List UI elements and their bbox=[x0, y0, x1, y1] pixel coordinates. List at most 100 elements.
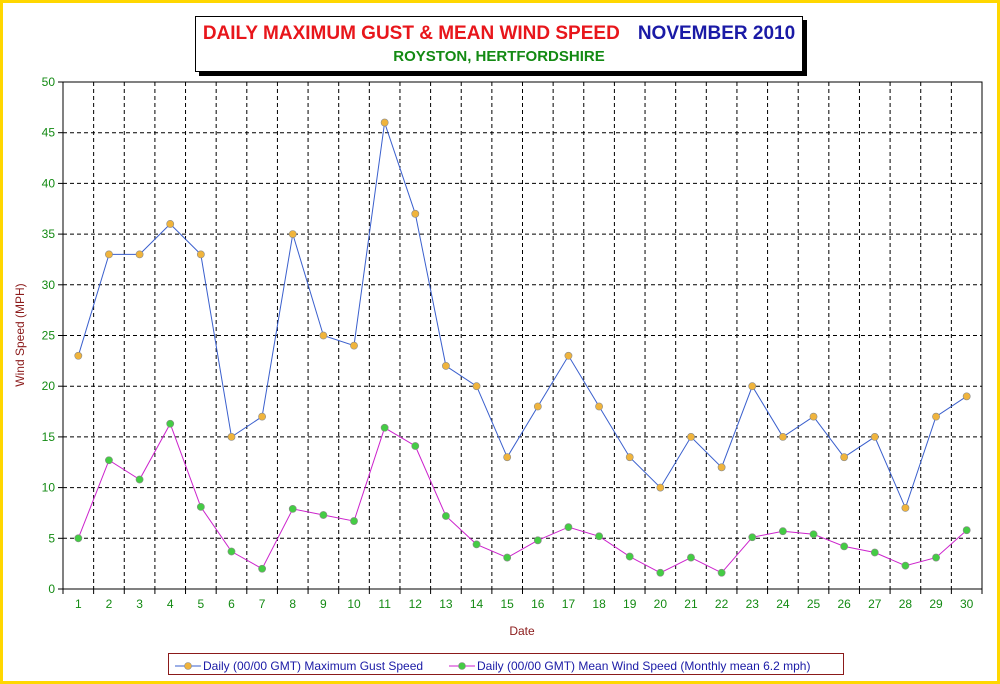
x-tick-label: 28 bbox=[899, 597, 913, 611]
data-point-1 bbox=[962, 526, 971, 535]
data-point-1 bbox=[196, 502, 205, 511]
data-point-0 bbox=[105, 250, 113, 259]
chart-subtitle: ROYSTON, HERTFORDSHIRE bbox=[393, 48, 605, 65]
x-tick-label: 9 bbox=[320, 597, 327, 611]
data-point-0 bbox=[840, 453, 849, 462]
chart-title: DAILY MAXIMUM GUST & MEAN WIND SPEED bbox=[202, 23, 620, 44]
x-tick-label: 3 bbox=[136, 597, 143, 611]
chart-title-month: NOVEMBER 2010 bbox=[637, 23, 796, 44]
data-point-1 bbox=[74, 534, 83, 543]
data-point-0 bbox=[472, 382, 481, 391]
data-point-0 bbox=[595, 402, 603, 411]
data-point-1 bbox=[625, 552, 634, 561]
y-tick-label: 45 bbox=[42, 126, 56, 140]
data-point-0 bbox=[717, 463, 726, 472]
data-point-0 bbox=[319, 331, 328, 340]
data-point-0 bbox=[748, 382, 757, 391]
x-tick-label: 16 bbox=[531, 597, 545, 611]
y-tick-label: 25 bbox=[42, 329, 56, 343]
data-point-1 bbox=[901, 561, 910, 570]
data-point-1 bbox=[227, 547, 236, 556]
legend-item-mean: Daily (00/00 GMT) Mean Wind Speed (Month… bbox=[449, 657, 810, 673]
data-point-1 bbox=[258, 564, 267, 573]
data-point-1 bbox=[166, 419, 175, 428]
data-point-1 bbox=[595, 532, 603, 541]
data-point-0 bbox=[778, 432, 787, 441]
data-point-0 bbox=[625, 453, 634, 462]
x-tick-label: 14 bbox=[470, 597, 484, 611]
x-tick-label: 22 bbox=[715, 597, 729, 611]
x-tick-label: 30 bbox=[960, 597, 974, 611]
data-point-1 bbox=[809, 530, 818, 539]
y-tick-label: 5 bbox=[48, 531, 55, 545]
data-point-0 bbox=[350, 341, 358, 350]
plot-border bbox=[62, 81, 983, 590]
data-point-1 bbox=[319, 511, 328, 519]
x-tick-label: 7 bbox=[259, 597, 266, 611]
data-point-1 bbox=[748, 533, 757, 542]
data-point-1 bbox=[717, 568, 726, 577]
data-point-1 bbox=[687, 553, 695, 562]
data-point-1 bbox=[932, 553, 940, 562]
x-tick-label: 6 bbox=[228, 597, 235, 611]
y-tick-label: 50 bbox=[42, 75, 56, 89]
data-point-0 bbox=[288, 230, 297, 238]
data-point-0 bbox=[411, 209, 420, 218]
data-point-0 bbox=[258, 412, 267, 421]
title-line: DAILY MAXIMUM GUST & MEAN WIND SPEED NOVE… bbox=[196, 23, 802, 45]
x-tick-label: 12 bbox=[409, 597, 423, 611]
x-tick-label: 25 bbox=[807, 597, 821, 611]
legend-swatch-mean bbox=[449, 662, 475, 670]
y-tick-label: 35 bbox=[42, 227, 56, 241]
data-point-1 bbox=[870, 548, 879, 557]
legend-item-gust: Daily (00/00 GMT) Maximum Gust Speed bbox=[175, 657, 423, 673]
x-tick-label: 24 bbox=[776, 597, 790, 611]
data-point-1 bbox=[840, 542, 849, 551]
title-box: DAILY MAXIMUM GUST & MEAN WIND SPEED NOVE… bbox=[195, 16, 803, 72]
x-tick-label: 11 bbox=[378, 597, 391, 611]
data-point-0 bbox=[196, 250, 205, 259]
data-point-1 bbox=[656, 568, 665, 577]
x-tick-label: 18 bbox=[592, 597, 606, 611]
y-tick-label: 10 bbox=[42, 481, 56, 495]
data-point-0 bbox=[564, 351, 573, 360]
x-tick-label: 17 bbox=[562, 597, 576, 611]
x-tick-label: 4 bbox=[167, 597, 174, 611]
data-point-0 bbox=[380, 118, 389, 127]
data-point-0 bbox=[687, 432, 695, 441]
y-tick-label: 20 bbox=[42, 379, 56, 393]
data-point-0 bbox=[870, 432, 879, 441]
x-tick-label: 2 bbox=[106, 597, 113, 611]
data-point-1 bbox=[564, 523, 573, 532]
data-point-0 bbox=[166, 220, 175, 228]
x-tick-label: 27 bbox=[868, 597, 882, 611]
data-point-0 bbox=[962, 392, 971, 401]
x-tick-label: 21 bbox=[684, 597, 698, 611]
legend-swatch-gust bbox=[175, 662, 201, 670]
x-tick-label: 19 bbox=[623, 597, 637, 611]
legend-label-gust: Daily (00/00 GMT) Maximum Gust Speed bbox=[203, 658, 424, 673]
y-tick-label: 40 bbox=[42, 176, 56, 190]
data-point-0 bbox=[901, 503, 910, 512]
legend: Daily (00/00 GMT) Maximum Gust Speed Dai… bbox=[168, 653, 844, 675]
data-point-0 bbox=[442, 362, 450, 370]
data-point-0 bbox=[932, 412, 940, 421]
data-point-1 bbox=[411, 442, 420, 450]
y-tick-label: 30 bbox=[42, 278, 56, 292]
data-point-0 bbox=[227, 432, 236, 441]
grid-layer bbox=[63, 81, 982, 589]
x-tick-label: 13 bbox=[439, 597, 453, 611]
series-line-0 bbox=[77, 122, 967, 510]
x-tick-label: 10 bbox=[347, 597, 361, 611]
x-tick-label: 20 bbox=[654, 597, 668, 611]
data-point-0 bbox=[533, 402, 542, 411]
x-tick-label: 8 bbox=[289, 597, 296, 611]
x-tick-label: 23 bbox=[746, 597, 760, 611]
data-point-1 bbox=[533, 536, 542, 545]
data-point-1 bbox=[472, 540, 481, 549]
data-point-0 bbox=[503, 453, 512, 462]
series-line-1 bbox=[77, 422, 968, 574]
data-point-1 bbox=[778, 527, 787, 536]
